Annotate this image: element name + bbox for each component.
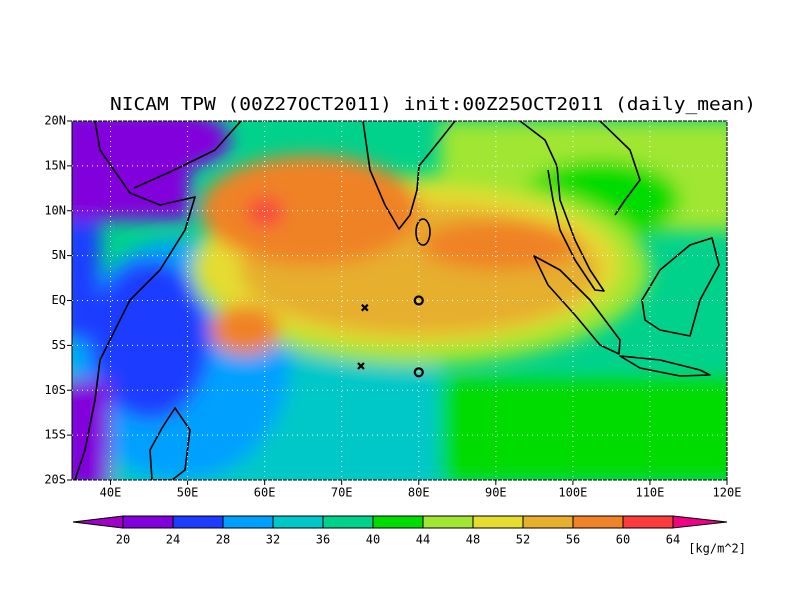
colorbar-box <box>222 515 274 529</box>
colorbar-box <box>172 515 224 529</box>
y-tick-label: EQ <box>52 293 66 307</box>
y-tick-label: 10S <box>44 383 66 397</box>
colorbar-end <box>72 515 124 529</box>
x-tick-label: 70E <box>331 486 353 500</box>
colorbar-label: 60 <box>616 533 630 547</box>
x-tick-label: 120E <box>713 486 742 500</box>
colorbar-label: 36 <box>316 533 330 547</box>
colorbar-label: 24 <box>166 533 180 547</box>
x-tick-label: 50E <box>177 486 199 500</box>
y-tick-label: 15N <box>44 158 66 172</box>
x-tick-label: 80E <box>408 486 430 500</box>
colorbar-label: 48 <box>466 533 480 547</box>
marker-cross <box>357 362 365 370</box>
colorbar-label: 56 <box>566 533 580 547</box>
x-tick-label: 40E <box>100 486 122 500</box>
x-tick-label: 100E <box>558 486 587 500</box>
colorbar-box <box>372 515 424 529</box>
colorbar-label: 44 <box>416 533 430 547</box>
colorbar-box <box>322 515 374 529</box>
colorbar-box <box>422 515 474 529</box>
chart-title: NICAM TPW (00Z27OCT2011) init:00Z25OCT20… <box>110 94 756 115</box>
markers <box>357 295 424 378</box>
colorbar-box <box>522 515 574 529</box>
colorbar-label: 28 <box>216 533 230 547</box>
colorbar-box <box>272 515 324 529</box>
colorbar-box <box>472 515 524 529</box>
colorbar-box <box>622 515 674 529</box>
marker-circle <box>413 295 424 306</box>
x-tick-label: 110E <box>635 486 664 500</box>
x-tick-label: 60E <box>254 486 276 500</box>
y-tick-label: 20S <box>44 473 66 487</box>
colorbar-label: 40 <box>366 533 380 547</box>
marker-circle <box>413 367 424 378</box>
colorbar-unit: [kg/m^2] <box>688 542 746 556</box>
colorbar-box <box>572 515 624 529</box>
colorbar-label: 32 <box>266 533 280 547</box>
colorbar-label: 64 <box>666 533 680 547</box>
y-tick-label: 5S <box>52 338 66 352</box>
colorbar-label: 52 <box>516 533 530 547</box>
colorbar-box <box>122 515 174 529</box>
coastlines <box>74 121 720 480</box>
y-tick-label: 20N <box>44 114 66 128</box>
marker-cross <box>361 303 369 312</box>
axes: 40E 50E 60E 70E 80E 90E 100E 110E 120E 20N 15N 10N 5… <box>44 114 741 500</box>
colorbar-label: 20 <box>116 533 130 547</box>
y-tick-label: 10N <box>44 203 66 217</box>
x-tick-label: 90E <box>485 486 507 500</box>
colorbar: 20 24 28 32 36 40 44 48 52 56 60 64 [kg/m^2] <box>72 515 746 556</box>
y-tick-label: 5N <box>52 248 66 262</box>
colorbar-end <box>672 515 728 529</box>
field <box>72 121 727 480</box>
y-tick-label: 15S <box>44 428 66 442</box>
